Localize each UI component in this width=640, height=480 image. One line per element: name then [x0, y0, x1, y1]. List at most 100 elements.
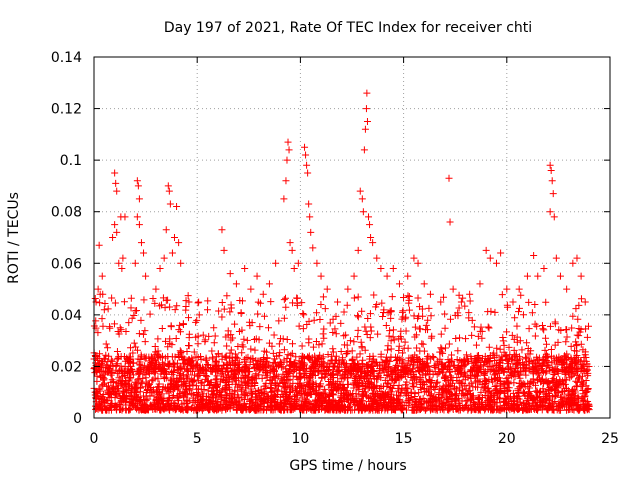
data-point — [224, 368, 232, 376]
data-point — [540, 359, 548, 367]
data-point — [397, 389, 405, 397]
data-point — [553, 382, 561, 390]
data-point — [546, 208, 554, 216]
data-point — [486, 397, 494, 405]
data-point — [376, 361, 384, 369]
data-point — [305, 389, 313, 397]
data-point — [253, 365, 261, 373]
data-point — [301, 373, 309, 381]
data-point — [177, 259, 185, 267]
data-point — [317, 391, 325, 399]
data-point — [98, 382, 106, 390]
data-point — [426, 383, 434, 391]
data-point — [474, 383, 482, 391]
data-point — [173, 359, 181, 367]
data-point — [260, 394, 268, 402]
data-point — [358, 363, 366, 371]
data-point — [538, 406, 546, 414]
data-point — [471, 355, 479, 363]
data-point — [105, 352, 113, 360]
data-point — [488, 362, 496, 370]
data-point — [562, 326, 570, 334]
data-point — [528, 359, 536, 367]
data-point — [412, 398, 420, 406]
data-point — [442, 362, 450, 370]
data-point — [478, 381, 486, 389]
data-point — [170, 384, 178, 392]
data-point — [199, 331, 207, 339]
data-point — [150, 351, 158, 359]
data-point — [364, 314, 372, 322]
data-point — [447, 357, 455, 365]
data-point — [407, 368, 415, 376]
data-point — [354, 326, 362, 334]
data-point — [508, 331, 516, 339]
data-point — [482, 246, 490, 254]
data-point — [512, 364, 520, 372]
data-point — [350, 338, 358, 346]
data-point — [210, 324, 218, 332]
data-point — [524, 393, 532, 401]
data-point — [554, 338, 562, 346]
data-point — [369, 367, 377, 375]
data-point — [137, 239, 145, 247]
data-point — [172, 334, 180, 342]
data-point — [359, 392, 367, 400]
data-point — [105, 367, 113, 375]
data-point — [280, 314, 288, 322]
data-point — [578, 382, 586, 390]
data-point — [439, 349, 447, 357]
data-point — [379, 312, 387, 320]
data-point — [372, 303, 380, 311]
data-point — [185, 334, 193, 342]
data-point — [108, 400, 116, 408]
data-point — [342, 331, 350, 339]
data-point — [103, 368, 111, 376]
data-point — [143, 367, 151, 375]
data-point — [305, 352, 313, 360]
data-point — [305, 339, 313, 347]
data-point — [108, 357, 116, 365]
data-point — [387, 345, 395, 353]
data-point — [398, 315, 406, 323]
data-point — [441, 310, 449, 318]
data-point — [328, 405, 336, 413]
data-point — [366, 221, 374, 229]
data-point — [354, 246, 362, 254]
data-point — [446, 363, 454, 371]
data-point — [260, 312, 268, 320]
data-point — [316, 351, 324, 359]
data-point — [247, 345, 255, 353]
data-point — [538, 397, 546, 405]
data-point — [232, 354, 240, 362]
data-point — [236, 359, 244, 367]
data-point — [583, 402, 591, 410]
data-point — [484, 357, 492, 365]
data-point — [359, 356, 367, 364]
data-point — [405, 395, 413, 403]
data-point — [190, 348, 198, 356]
data-point — [159, 367, 167, 375]
data-point — [140, 249, 148, 257]
data-point — [475, 396, 483, 404]
data-point — [573, 405, 581, 413]
data-point — [383, 346, 391, 354]
data-point — [460, 404, 468, 412]
data-point — [127, 294, 135, 302]
data-point — [101, 405, 109, 413]
data-point — [482, 399, 490, 407]
data-point — [533, 356, 541, 364]
data-point — [445, 174, 453, 182]
data-point — [296, 404, 304, 412]
data-point — [285, 358, 293, 366]
data-point — [229, 366, 237, 374]
data-point — [556, 272, 564, 280]
data-point — [369, 239, 377, 247]
data-point — [281, 388, 289, 396]
data-point — [329, 406, 337, 414]
data-point — [224, 378, 232, 386]
data-point — [306, 383, 314, 391]
data-point — [400, 368, 408, 376]
data-point — [325, 392, 333, 400]
data-point — [100, 390, 108, 398]
